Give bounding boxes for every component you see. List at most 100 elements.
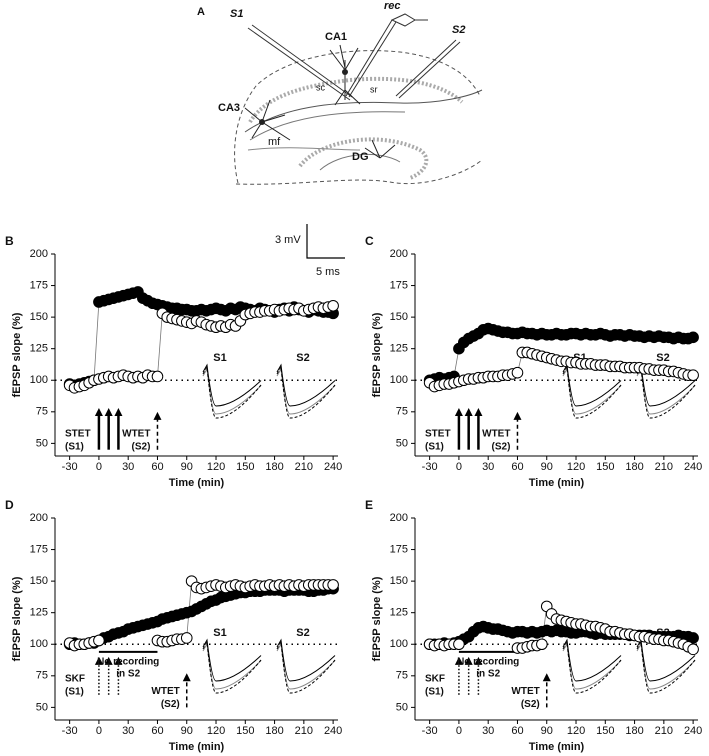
trace <box>276 638 336 682</box>
y-tick-label: 200 <box>30 248 48 260</box>
x-tick-label: 180 <box>265 725 283 737</box>
diagram-label: CA3 <box>218 102 240 114</box>
neuron <box>342 69 348 75</box>
trace <box>636 363 696 407</box>
weak-label: (S2) <box>161 699 180 710</box>
y-tick-label: 125 <box>390 607 408 619</box>
chart-panel: B 50 75 100 125 150 175 200 -30 0 30 60 90 120 150 180 2… <box>5 234 342 489</box>
x-tick-label: 210 <box>655 461 673 473</box>
fiber <box>244 89 483 133</box>
y-tick-label: 150 <box>390 575 408 587</box>
y-tick-label: 175 <box>390 279 408 291</box>
trace <box>562 638 622 682</box>
data-point <box>687 632 699 644</box>
stim-arrow-head <box>94 656 103 665</box>
scale-bar-label: 3 mV <box>275 234 301 246</box>
x-tick-label: 60 <box>151 461 163 473</box>
y-tick-label: 50 <box>396 437 408 449</box>
stim-arrow-head <box>464 656 473 665</box>
data-point <box>687 331 699 344</box>
x-axis-title: Time (min) <box>529 477 585 489</box>
diagram-label: sc <box>316 82 326 92</box>
trace <box>276 642 336 690</box>
amplifier <box>390 13 428 27</box>
stim-label: (S1) <box>65 441 84 452</box>
no-recording-label: No recording <box>97 656 159 667</box>
x-tick-label: 240 <box>684 461 702 473</box>
x-tick-label: 60 <box>511 725 523 737</box>
data-point <box>327 579 339 591</box>
panel-label: A <box>197 6 205 18</box>
x-tick-label: 150 <box>596 725 614 737</box>
diagram-label: CA1 <box>325 31 347 43</box>
x-tick-label: 0 <box>96 725 102 737</box>
y-axis-title: fEPSP slope (%) <box>371 312 383 397</box>
trace <box>636 638 696 682</box>
cell-layer <box>248 76 464 124</box>
x-tick-label: 240 <box>684 725 702 737</box>
x-tick-label: 90 <box>541 461 553 473</box>
y-tick-label: 175 <box>30 543 48 555</box>
y-tick-label: 150 <box>390 311 408 323</box>
x-tick-label: 120 <box>567 461 585 473</box>
weak-label: (S2) <box>521 699 540 710</box>
scale-bar-label: 5 ms <box>316 266 340 278</box>
diagram-label: sr <box>370 84 378 94</box>
stim-arrow-head <box>104 656 113 665</box>
y-tick-label: 100 <box>390 638 408 650</box>
scale-bar-lines <box>306 224 345 259</box>
inset-label: S2 <box>656 352 669 364</box>
trace <box>276 367 336 415</box>
no-recording-label: in S2 <box>476 668 500 679</box>
trace <box>202 642 262 690</box>
y-tick-label: 175 <box>390 543 408 555</box>
x-tick-label: 120 <box>207 461 225 473</box>
y-tick-label: 200 <box>390 512 408 524</box>
panel-label: C <box>365 234 374 248</box>
chart-panel: D 50 75 100 125 150 175 200 -30 0 30 60 90 120 150 180 2… <box>5 498 342 753</box>
stim-label: SKF <box>425 673 445 684</box>
diagram-label: DG <box>352 151 369 163</box>
data-point <box>93 634 105 647</box>
panel-label: B <box>5 234 14 248</box>
inset-label: S2 <box>296 352 309 364</box>
stim-arrow-head <box>153 411 162 420</box>
data-point <box>687 369 699 382</box>
trace <box>562 640 622 694</box>
weak-label: WTET <box>151 686 179 697</box>
diagram-label: S1 <box>230 8 243 20</box>
stim-label: STET <box>425 428 451 439</box>
trace <box>562 365 622 419</box>
data-point <box>180 632 193 644</box>
data-point <box>536 638 548 651</box>
y-tick-label: 100 <box>30 374 48 386</box>
diagram-label: rec <box>384 0 401 12</box>
data-point <box>151 370 164 383</box>
x-tick-label: 240 <box>324 461 342 473</box>
x-tick-label: 210 <box>295 461 313 473</box>
weak-label: (S2) <box>492 441 511 452</box>
y-tick-label: 125 <box>390 343 408 355</box>
stim-arrow-head <box>454 656 463 665</box>
trace <box>202 363 262 407</box>
x-tick-label: 120 <box>207 725 225 737</box>
weak-label: (S2) <box>132 441 151 452</box>
fiber <box>319 153 401 171</box>
y-tick-label: 50 <box>36 701 48 713</box>
trace <box>276 363 336 407</box>
neuron <box>329 44 361 106</box>
diagram-label: S2 <box>452 24 465 36</box>
x-axis-title: Time (min) <box>169 477 225 489</box>
scale-bar: 3 mV 5 ms <box>275 224 345 278</box>
x-tick-label: 60 <box>511 461 523 473</box>
x-tick-label: 30 <box>482 725 494 737</box>
y-tick-label: 125 <box>30 607 48 619</box>
x-tick-label: 0 <box>456 461 462 473</box>
y-tick-label: 100 <box>30 638 48 650</box>
x-tick-label: 210 <box>655 725 673 737</box>
x-tick-label: 150 <box>596 461 614 473</box>
x-tick-label: 0 <box>456 725 462 737</box>
x-tick-label: 30 <box>482 461 494 473</box>
x-tick-label: 180 <box>625 461 643 473</box>
